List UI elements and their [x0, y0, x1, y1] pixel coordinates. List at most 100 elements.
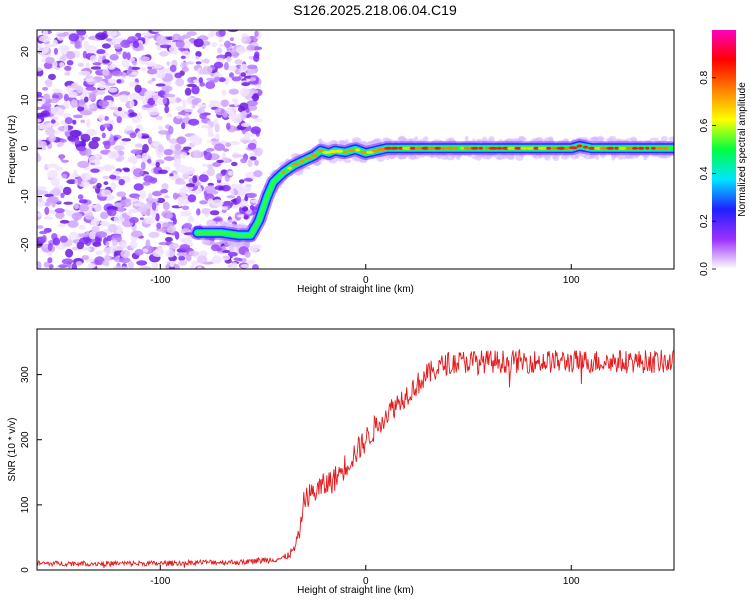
noise-speckle: [147, 80, 153, 84]
noise-speckle: [102, 175, 111, 180]
noise-speckle: [129, 99, 135, 108]
noise-speckle: [59, 138, 67, 143]
noise-speckle: [180, 55, 186, 60]
ridge-core: [631, 146, 639, 150]
noise-speckle: [76, 30, 87, 36]
ridge-core: [366, 150, 374, 154]
noise-speckle: [130, 240, 138, 249]
noise-speckle: [61, 173, 68, 179]
noise-speckle: [139, 266, 152, 269]
noise-speckle: [100, 189, 112, 197]
ridge-halo: [220, 221, 228, 227]
noise-speckle: [126, 52, 131, 61]
noise-speckle: [90, 66, 102, 70]
noise-speckle: [241, 257, 247, 263]
noise-speckle: [64, 72, 71, 76]
noise-speckle: [77, 160, 90, 168]
noise-speckle: [57, 223, 67, 227]
snr-series-line: [37, 348, 674, 569]
ridge-halo: [643, 154, 648, 161]
ridge-core: [360, 150, 368, 154]
noise-speckle: [220, 99, 229, 108]
noise-speckle: [147, 66, 153, 70]
ridge-halo: [518, 137, 527, 141]
noise-speckle: [48, 73, 56, 81]
noise-speckle: [228, 112, 235, 116]
noise-speckle: [188, 177, 193, 184]
noise-speckle: [112, 170, 121, 176]
noise-speckle: [144, 217, 155, 225]
noise-speckle: [92, 62, 102, 66]
colorbar-ticks: 0.0 0.2 0.4 0.6 0.8: [699, 70, 716, 276]
noise-speckle: [50, 97, 59, 104]
noise-speckle: [43, 216, 54, 220]
noise-speckle: [111, 38, 122, 44]
ridge-core: [384, 146, 393, 150]
noise-speckle: [165, 132, 171, 141]
noise-speckle: [212, 217, 222, 222]
ridge-core: [409, 146, 417, 150]
noise-speckle: [38, 196, 43, 203]
ridge-halo: [660, 136, 668, 142]
noise-speckle: [111, 239, 118, 247]
noise-speckle: [155, 83, 166, 87]
noise-speckle: [203, 151, 213, 161]
noise-speckle: [191, 98, 199, 106]
noise-speckle: [253, 170, 263, 178]
noise-speckle: [85, 128, 98, 137]
noise-speckle: [221, 255, 231, 261]
noise-speckle: [195, 56, 200, 60]
ridge-core: [599, 146, 609, 150]
noise-speckle: [64, 65, 72, 71]
noise-speckle: [55, 166, 64, 171]
noise-speckle: [163, 149, 174, 156]
y-tick-label: 200: [20, 431, 31, 448]
noise-speckle: [45, 78, 53, 88]
noise-speckle: [128, 65, 133, 74]
noise-speckle: [185, 183, 195, 188]
colorbar-label: Normalized spectral amplitude: [737, 82, 748, 217]
noise-speckle: [102, 69, 110, 76]
noise-speckle: [113, 43, 122, 50]
noise-speckle: [81, 255, 89, 261]
noise-speckle: [231, 98, 238, 103]
noise-speckle: [87, 263, 96, 269]
noise-speckle: [104, 254, 110, 262]
ridge-core: [414, 146, 424, 150]
y-tick-label: -10: [20, 189, 31, 204]
noise-speckle: [203, 58, 210, 64]
noise-speckle: [95, 250, 103, 256]
noise-speckle: [58, 45, 70, 52]
noise-speckle: [136, 130, 142, 140]
noise-speckle: [218, 186, 224, 191]
noise-speckle: [140, 161, 146, 171]
noise-speckle: [215, 173, 223, 181]
ridge-halo: [397, 135, 407, 143]
noise-speckle: [163, 195, 170, 199]
x-tick-label: 100: [563, 576, 580, 587]
noise-speckle: [72, 119, 77, 125]
noise-speckle: [195, 61, 202, 65]
ridge-core: [304, 156, 313, 160]
noise-speckle: [186, 61, 195, 65]
noise-speckle: [166, 61, 171, 66]
noise-speckle: [83, 40, 90, 50]
noise-speckle: [119, 114, 130, 119]
noise-speckle: [102, 123, 111, 128]
noise-speckle: [191, 104, 196, 109]
noise-speckle: [168, 125, 174, 135]
ridge-core: [281, 170, 286, 174]
noise-speckle: [231, 76, 242, 82]
ridge-core: [310, 154, 319, 157]
noise-speckle: [181, 34, 191, 39]
noise-speckle: [102, 247, 115, 255]
noise-speckle: [196, 104, 207, 108]
noise-speckle: [234, 59, 243, 65]
noise-speckle: [220, 109, 225, 114]
noise-speckle: [107, 64, 116, 70]
noise-speckle: [177, 198, 183, 208]
spectrogram-y-axis-label: Frequency (Hz): [7, 115, 18, 184]
y-tick-label: 20: [20, 46, 31, 58]
ridge-core: [588, 146, 596, 150]
noise-speckle: [164, 105, 170, 114]
